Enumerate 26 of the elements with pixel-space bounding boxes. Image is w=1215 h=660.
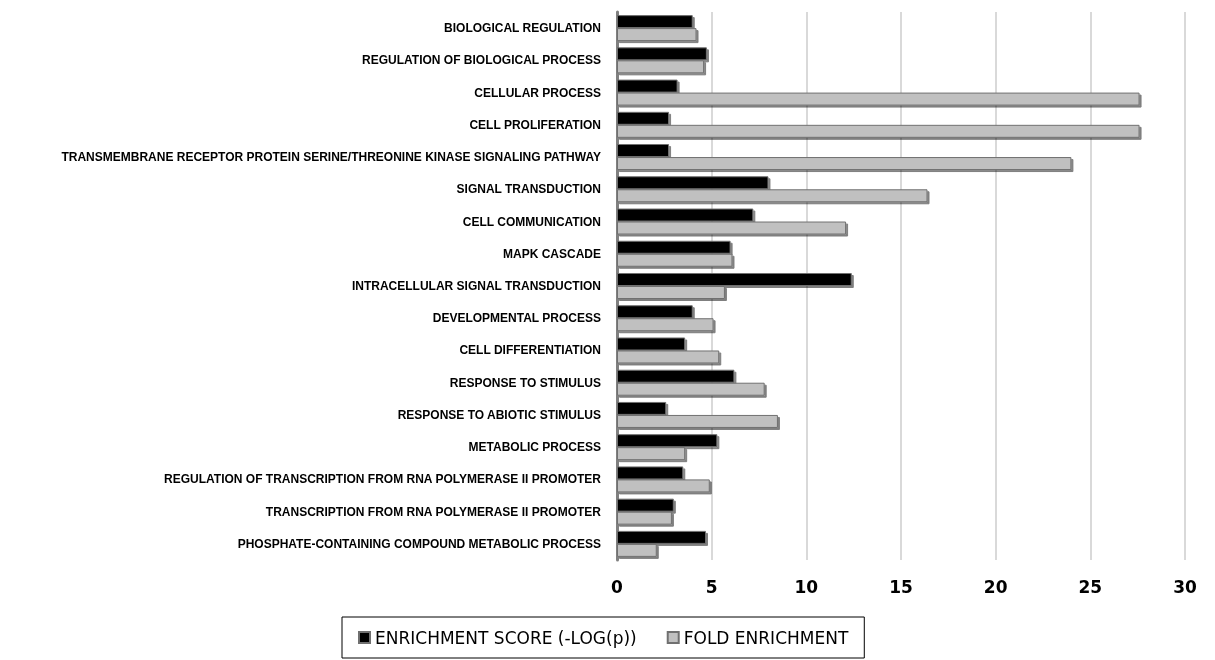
x-tick-label: 25 bbox=[1078, 576, 1103, 597]
x-tick-label: 10 bbox=[794, 576, 819, 597]
x-tick-label: 5 bbox=[705, 576, 718, 597]
y-tick-label: REGULATION OF BIOLOGICAL PROCESS bbox=[362, 53, 601, 68]
y-tick-label: TRANSMEMBRANE RECEPTOR PROTEIN SERINE/THREONINE KINASE SIGNALING PATHWAY bbox=[61, 150, 601, 165]
y-tick-label: INTRACELLULAR SIGNAL TRANSDUCTION bbox=[351, 279, 601, 293]
x-tick-label: 20 bbox=[983, 576, 1008, 597]
y-tick-label: CELL PROLIFERATION bbox=[469, 117, 601, 132]
y-tick-label: REGULATION OF TRANSCRIPTION FROM RNA POLYMERASE II PROMOTER bbox=[164, 472, 602, 487]
y-tick-label: TRANSCRIPTION FROM RNA POLYMERASE II PROMOTER bbox=[265, 504, 602, 519]
legend-label: ENRICHMENT SCORE (-LOG(p)) bbox=[375, 627, 637, 648]
y-tick-label: CELL DIFFERENTIATION bbox=[459, 343, 601, 358]
y-tick-label: CELLULAR PROCESS bbox=[474, 85, 601, 100]
y-tick-label: SIGNAL TRANSDUCTION bbox=[456, 182, 601, 197]
y-tick-label: PHOSPHATE-CONTAINING COMPOUND METABOLIC PROCESS bbox=[237, 536, 601, 551]
y-tick-label: BIOLOGICAL REGULATION bbox=[444, 21, 601, 36]
y-tick-label: RESPONSE TO ABIOTIC STIMULUS bbox=[397, 407, 601, 422]
y-tick-label: CELL COMMUNICATION bbox=[462, 214, 601, 229]
y-tick-label: METABOLIC PROCESS bbox=[468, 440, 601, 455]
x-tick-label: 15 bbox=[889, 576, 913, 597]
y-tick-label: MAPK CASCADE bbox=[502, 246, 601, 261]
y-tick-label: DEVELOPMENTAL PROCESS bbox=[432, 311, 601, 326]
legend-label: FOLD ENRICHMENT bbox=[683, 627, 849, 648]
x-tick-label: 0 bbox=[611, 576, 624, 597]
y-tick-label: RESPONSE TO STIMULUS bbox=[449, 375, 601, 390]
x-tick-label: 30 bbox=[1173, 576, 1197, 597]
